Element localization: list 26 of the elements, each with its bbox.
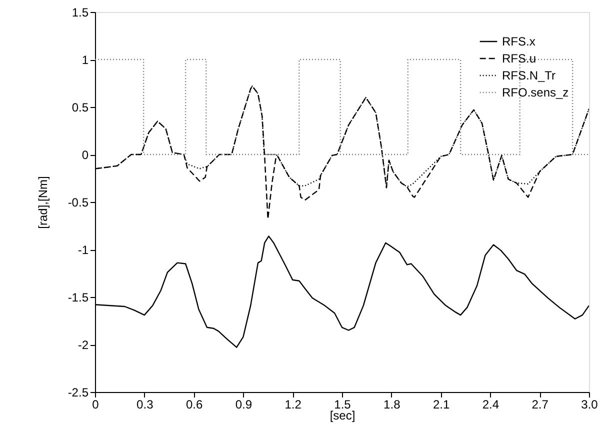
y-tick-label: -1.5	[68, 290, 89, 304]
legend-label: RFO.sens_z	[502, 86, 569, 100]
x-tick-label: 0	[92, 398, 100, 412]
legend-label: RFS.x	[502, 34, 536, 48]
x-axis-title: [sec]	[330, 408, 356, 422]
y-tick-label: 1	[82, 53, 89, 67]
y-tick-label: -0.5	[68, 196, 89, 210]
x-tick-label: 0.3	[136, 398, 154, 412]
x-tick-label: 1.2	[284, 398, 302, 412]
y-tick-label: 1.5	[72, 6, 89, 20]
legend-label: RFS.N_Tr	[502, 68, 556, 82]
x-tick-label: 2.4	[482, 398, 500, 412]
y-tick-label: 0.5	[72, 100, 89, 114]
x-tick-label: 1.5	[334, 398, 352, 412]
y-tick-label: -1	[78, 243, 89, 257]
y-tick-label: -2	[78, 338, 89, 352]
x-tick-label: 0.9	[235, 398, 252, 412]
legend-label: RFS.u	[502, 52, 536, 66]
y-tick-label: 0	[82, 148, 89, 162]
x-tick-label: 2.1	[432, 398, 450, 412]
x-tick-label: 0.6	[186, 398, 203, 412]
y-tick-label: -2.5	[68, 386, 89, 400]
x-tick-label: 2.7	[532, 398, 549, 412]
y-axis-title: [rad],[Nm]	[36, 176, 50, 229]
x-tick-label: 3.0	[581, 398, 598, 412]
x-tick-label: 1.8	[384, 398, 401, 412]
